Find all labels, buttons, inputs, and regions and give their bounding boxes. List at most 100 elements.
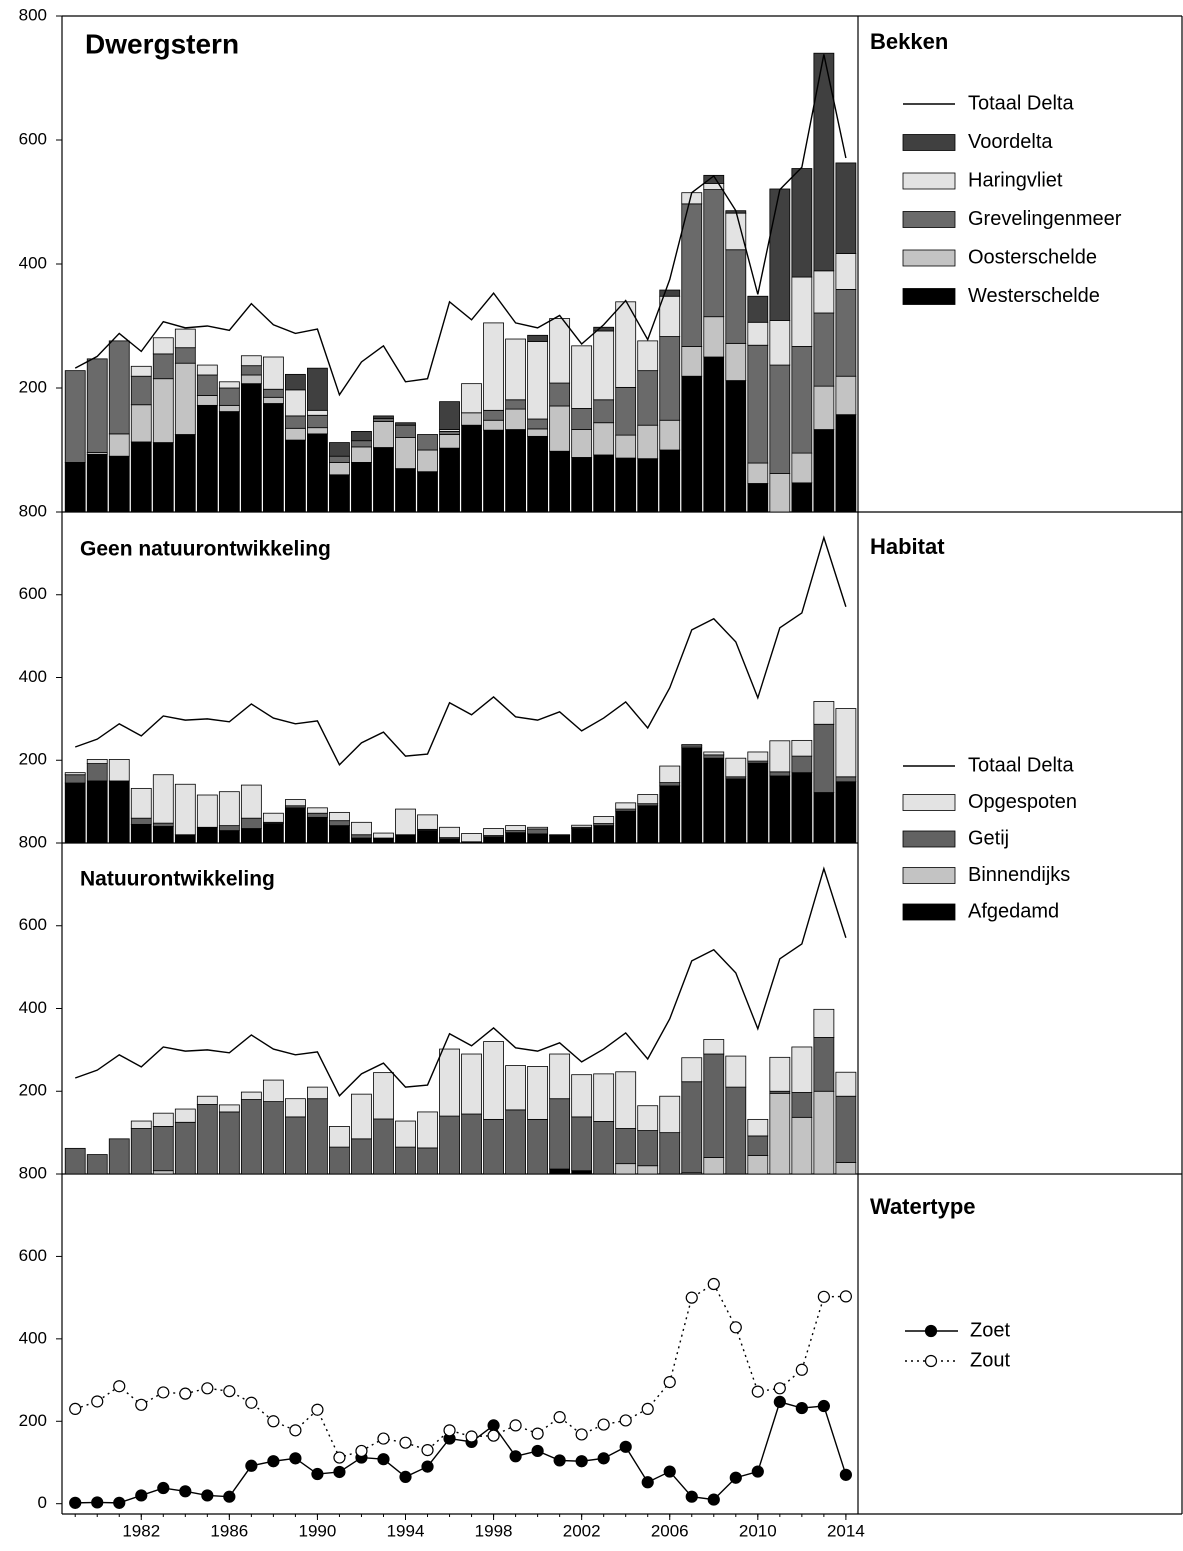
bar-segment bbox=[659, 289, 681, 297]
bar-segment bbox=[725, 342, 747, 381]
point bbox=[157, 1481, 170, 1495]
panel-title: Natuurontwikkeling bbox=[80, 868, 275, 891]
x-tick-label: 1986 bbox=[210, 1521, 248, 1540]
bar-segment bbox=[86, 763, 108, 782]
bar-segment bbox=[813, 1008, 835, 1038]
bar-segment bbox=[813, 385, 835, 430]
bar-segment bbox=[505, 1109, 526, 1175]
bar-segment bbox=[615, 434, 637, 459]
bar-segment bbox=[240, 1091, 262, 1100]
bar-segment bbox=[483, 419, 504, 431]
bar-segment bbox=[64, 782, 86, 844]
bar-segment bbox=[64, 461, 86, 513]
bar-segment bbox=[505, 832, 526, 844]
bar-segment bbox=[152, 774, 174, 824]
bar-segment bbox=[835, 289, 857, 377]
bar-segment bbox=[86, 453, 108, 513]
bar-segment bbox=[835, 708, 857, 778]
bar-segment bbox=[571, 1074, 593, 1118]
point bbox=[729, 1321, 742, 1334]
bar-segment bbox=[64, 370, 86, 463]
bar-segment bbox=[835, 162, 857, 254]
bar-segment bbox=[351, 461, 372, 513]
bar-segment bbox=[505, 338, 526, 401]
point bbox=[91, 1395, 104, 1408]
bar-segment bbox=[307, 1098, 328, 1175]
bar-segment bbox=[571, 824, 593, 828]
bar-segment bbox=[417, 434, 438, 451]
bar-segment bbox=[505, 399, 526, 410]
bar-segment bbox=[240, 828, 262, 844]
point bbox=[223, 1385, 236, 1398]
point bbox=[267, 1455, 280, 1468]
bar-segment bbox=[593, 1073, 615, 1122]
point bbox=[69, 1496, 82, 1509]
legend-title: Bekken bbox=[870, 29, 948, 54]
bar-segment bbox=[681, 346, 703, 377]
bar-segment bbox=[240, 383, 262, 513]
bar-segment bbox=[174, 434, 196, 513]
bar-segment bbox=[174, 347, 196, 364]
bar-segment bbox=[747, 462, 769, 484]
legend-label: Getij bbox=[968, 827, 1009, 849]
bar-segment bbox=[659, 1095, 681, 1134]
bar-segment bbox=[659, 449, 681, 513]
bar-segment bbox=[417, 830, 438, 844]
bar-segment bbox=[130, 404, 152, 443]
bar-segment bbox=[351, 446, 372, 463]
point bbox=[751, 1385, 764, 1398]
bar-segment bbox=[835, 1162, 857, 1175]
bar-segment bbox=[108, 759, 130, 782]
legend-swatch bbox=[902, 794, 956, 811]
bar-segment bbox=[571, 828, 593, 844]
legend-title: Watertype bbox=[870, 1194, 976, 1219]
bar-segment bbox=[240, 355, 262, 367]
bar-segment bbox=[615, 301, 637, 388]
bar-segment bbox=[373, 1118, 394, 1175]
bar-segment bbox=[439, 1048, 460, 1117]
bar-segment bbox=[196, 404, 218, 513]
bar-segment bbox=[417, 1147, 438, 1175]
legend-marker bbox=[924, 1354, 938, 1368]
bar-segment bbox=[86, 358, 108, 453]
y-tick-label: 600 bbox=[19, 915, 47, 934]
bar-segment bbox=[703, 189, 725, 318]
bar-segment bbox=[262, 1079, 284, 1102]
bar-segment bbox=[791, 482, 813, 513]
bar-segment bbox=[505, 408, 526, 430]
bar-segment bbox=[329, 1126, 350, 1148]
bar-segment bbox=[86, 780, 108, 844]
bar-segment bbox=[681, 203, 703, 347]
bar-segment bbox=[615, 386, 637, 436]
bar-segment bbox=[483, 828, 504, 836]
bar-segment bbox=[681, 375, 703, 513]
bar-segment bbox=[527, 1066, 549, 1120]
bar-segment bbox=[285, 799, 306, 807]
bar-segment bbox=[615, 1128, 637, 1165]
bar-segment bbox=[637, 794, 659, 805]
legend-swatch bbox=[902, 172, 956, 190]
point bbox=[663, 1376, 676, 1389]
point bbox=[223, 1490, 236, 1503]
bar-segment bbox=[813, 792, 835, 844]
point bbox=[751, 1465, 764, 1478]
legend-label: Binnendijks bbox=[968, 864, 1070, 886]
point bbox=[487, 1419, 500, 1432]
point bbox=[487, 1429, 500, 1442]
bar-segment bbox=[196, 1104, 218, 1175]
bar-segment bbox=[152, 1170, 174, 1175]
bar-segment bbox=[637, 805, 659, 844]
point bbox=[641, 1476, 654, 1489]
bar-segment bbox=[174, 362, 196, 435]
bar-segment bbox=[571, 429, 593, 458]
bar-segment bbox=[307, 433, 328, 513]
bar-segment bbox=[395, 1146, 416, 1175]
legend-label: Totaal Delta bbox=[968, 92, 1074, 114]
bar-segment bbox=[152, 442, 174, 513]
bar-segment bbox=[439, 401, 460, 430]
x-tick-label: 1990 bbox=[299, 1521, 337, 1540]
bar-segment bbox=[240, 374, 262, 385]
point bbox=[685, 1291, 698, 1304]
point bbox=[135, 1489, 148, 1502]
point bbox=[311, 1467, 324, 1481]
